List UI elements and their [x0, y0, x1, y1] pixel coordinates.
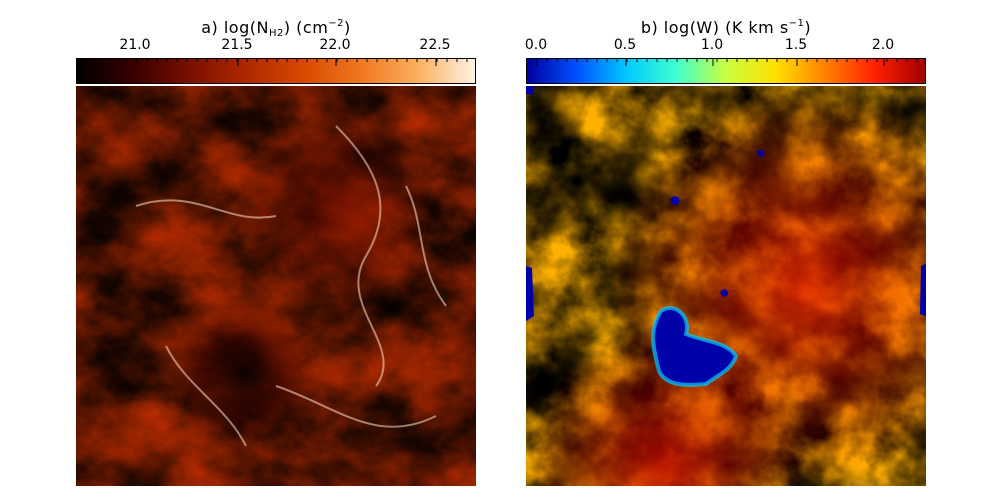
- panel-a-colorbar-ticks: 21.0 21.5 22.0 22.5: [76, 37, 476, 55]
- panel-b-title: b) log(W) (K km s−1): [640, 18, 812, 37]
- colorbar-tick-label: 21.5: [221, 37, 253, 53]
- colorbar-tick-label: 22.5: [419, 37, 451, 53]
- colorbar-tick-label: 22.0: [319, 37, 351, 53]
- column-density-map: [76, 86, 476, 486]
- panel-b-colorbar: [526, 58, 926, 84]
- panel-integrated-intensity: b) log(W) (K km s−1) 0.0 0.5 1.0 1.5 2.0: [524, 0, 926, 500]
- panel-b-colorbar-ticks: 0.0 0.5 1.0 1.5 2.0: [524, 37, 926, 55]
- colorbar-tick-label: 1.5: [784, 37, 808, 53]
- colorbar-tick-label: 2.0: [871, 37, 895, 53]
- colorbar-tick-label: 0.0: [524, 37, 548, 53]
- panel-column-density: a) log(NH2) (cm−2) 21.0 21.5 22.0 22.5: [76, 0, 476, 500]
- integrated-intensity-map: [526, 86, 926, 486]
- colorbar-tick-label: 0.5: [613, 37, 637, 53]
- panel-a-title: a) log(NH2) (cm−2): [201, 18, 351, 39]
- panel-a-colorbar: [76, 58, 476, 84]
- colorbar-tick-label: 21.0: [119, 37, 151, 53]
- colorbar-tick-label: 1.0: [700, 37, 724, 53]
